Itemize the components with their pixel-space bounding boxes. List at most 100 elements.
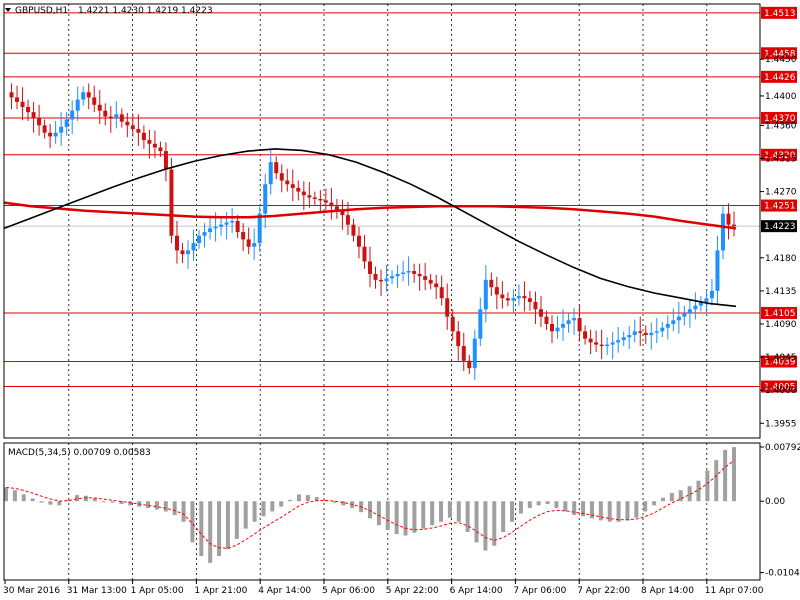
candle-body	[42, 125, 47, 133]
candle-body	[693, 305, 698, 310]
macd-bar	[581, 501, 586, 517]
macd-bar	[101, 501, 106, 503]
macd-tick-label: 0.00792	[765, 443, 800, 453]
candle-body	[516, 296, 521, 299]
dropdown-triangle-icon[interactable]	[5, 8, 11, 12]
macd-bar	[270, 501, 275, 512]
candle-body	[318, 198, 323, 201]
candle-body	[268, 162, 273, 185]
macd-bar	[412, 501, 417, 533]
y-tick-label: 1.4180	[765, 254, 797, 264]
level-label: 1.4005	[764, 383, 796, 393]
macd-bar	[154, 501, 159, 510]
candle-body	[191, 243, 196, 251]
candle-body	[329, 202, 334, 207]
macd-bar	[305, 495, 310, 502]
macd-bar	[30, 498, 35, 502]
level-label-bg	[761, 47, 797, 60]
macd-bar	[625, 501, 630, 521]
candle-body	[81, 92, 86, 100]
macd-bar	[439, 501, 444, 522]
candle-body	[257, 213, 262, 244]
y-tick-label: 1.4360	[765, 121, 797, 131]
level-label: 1.4251	[764, 202, 796, 212]
candle-body	[53, 132, 58, 137]
y-tick-label: 1.3955	[765, 419, 797, 429]
macd-label: MACD(5,34,5) 0.00709 0.00583	[8, 448, 151, 458]
macd-bar	[607, 501, 612, 522]
macd-bar	[172, 501, 177, 515]
candle-body	[538, 309, 543, 317]
macd-bar	[465, 501, 470, 533]
macd-tick-label: 0.00	[765, 497, 785, 507]
candle-body	[428, 279, 433, 284]
current-price-label: 1.4223	[764, 222, 796, 232]
candle-body	[434, 283, 439, 288]
candle-body	[671, 320, 676, 324]
candle-body	[527, 298, 532, 302]
candle-body	[379, 279, 384, 282]
macd-bar	[288, 499, 293, 502]
candle-body	[561, 323, 566, 328]
macd-bar	[279, 501, 284, 507]
macd-bar	[341, 501, 346, 506]
candle-body	[75, 99, 80, 111]
macd-bar	[208, 501, 213, 563]
macd-bar	[234, 501, 239, 539]
candle-body	[108, 116, 113, 119]
candle-body	[660, 327, 665, 332]
macd-bar	[190, 501, 195, 543]
macd-bar	[217, 501, 222, 557]
candle-body	[665, 323, 670, 328]
candle-body	[577, 318, 582, 332]
macd-bar	[483, 501, 488, 551]
candle-body	[174, 235, 179, 251]
candle-body	[169, 169, 174, 236]
candle-body	[130, 125, 135, 130]
candle-body	[555, 327, 560, 332]
candle-body	[48, 132, 53, 137]
y-tick-label: 1.4450	[765, 55, 797, 65]
candle-body	[312, 197, 317, 199]
candle-body	[638, 331, 643, 333]
candle-body	[59, 126, 64, 133]
macd-bar	[296, 494, 301, 502]
macd-bar	[261, 501, 266, 517]
macd-bar	[563, 501, 568, 512]
x-tick-label: 31 Mar 13:00	[67, 586, 127, 596]
candle-body	[103, 110, 108, 117]
macd-bar	[243, 501, 248, 529]
macd-bar	[536, 501, 541, 506]
candle-body	[219, 224, 224, 227]
macd-bar	[456, 501, 461, 522]
candle-body	[439, 287, 444, 299]
y-tick-label: 1.4400	[765, 92, 797, 102]
candle-body	[467, 360, 472, 369]
candle-body	[323, 200, 328, 203]
macd-bar	[634, 501, 639, 518]
candle-body	[285, 180, 290, 185]
macd-bar	[501, 501, 506, 533]
candle-body	[698, 301, 703, 306]
candle-body	[406, 271, 411, 273]
macd-bar	[421, 501, 426, 529]
y-tick-label: 1.4045	[765, 353, 797, 363]
level-label-bg	[761, 306, 797, 319]
candle-body	[296, 187, 301, 192]
macd-bar	[119, 501, 124, 504]
macd-bar	[385, 501, 390, 530]
axes: 30 Mar 2016 31 Mar 13:00 1 Apr 05:00 1 Apr …	[3, 3, 800, 596]
candle-body	[412, 271, 417, 274]
candle-body	[213, 226, 218, 229]
y-tick-label: 1.4315	[765, 154, 797, 164]
level-label-bg	[761, 6, 797, 19]
main-panel-border	[3, 3, 761, 439]
candle-body	[472, 338, 477, 369]
macd-bar	[394, 501, 399, 535]
candle-body	[676, 316, 681, 321]
macd-bar	[714, 460, 719, 502]
x-tick-label: 1 Apr 05:00	[131, 586, 184, 596]
candle-body	[720, 213, 725, 251]
macd-bar	[527, 501, 532, 509]
